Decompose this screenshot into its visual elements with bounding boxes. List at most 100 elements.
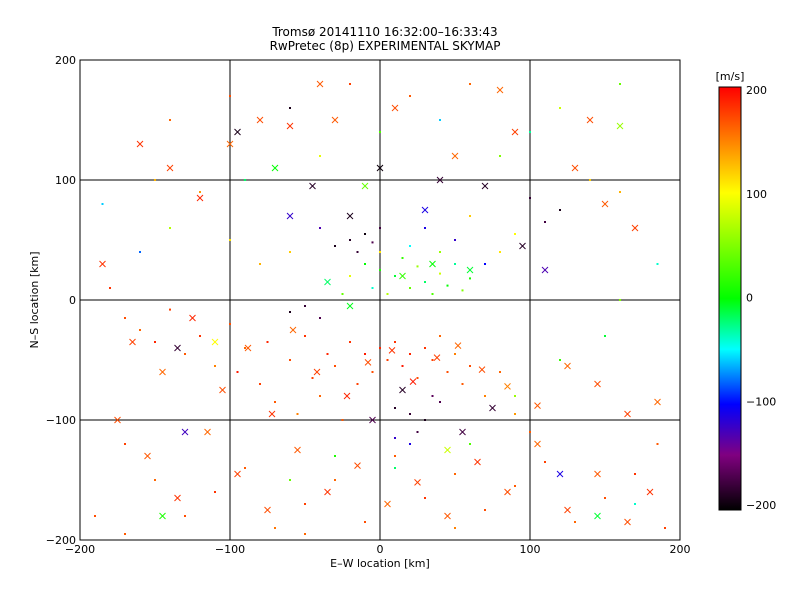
x-marker bbox=[481, 182, 489, 190]
colorbar-label: [m/s] bbox=[716, 70, 745, 83]
dot-marker bbox=[334, 455, 336, 457]
dot-marker bbox=[304, 533, 306, 535]
dot-marker bbox=[454, 473, 456, 475]
dot-marker bbox=[446, 371, 449, 373]
dot-marker bbox=[619, 191, 621, 193]
x-marker bbox=[136, 140, 144, 148]
x-marker bbox=[399, 272, 406, 280]
dot-marker bbox=[394, 407, 396, 409]
dot-marker bbox=[334, 245, 336, 247]
x-marker bbox=[511, 128, 519, 136]
dot-marker bbox=[469, 215, 471, 217]
chart-subtitle: RwPretec (8p) EXPERIMENTAL SKYMAP bbox=[270, 39, 501, 53]
dot-marker bbox=[514, 413, 516, 415]
dot-marker bbox=[289, 107, 291, 109]
x-marker bbox=[624, 518, 631, 526]
dot-marker bbox=[229, 95, 231, 97]
dot-marker bbox=[289, 479, 291, 481]
dot-marker bbox=[454, 353, 456, 355]
x-marker bbox=[496, 86, 504, 94]
x-marker bbox=[631, 224, 639, 232]
dot-marker bbox=[604, 497, 606, 499]
dot-marker bbox=[544, 461, 546, 463]
x-marker bbox=[571, 164, 579, 172]
dot-marker bbox=[296, 413, 299, 415]
x-marker bbox=[414, 479, 421, 486]
colorbar-tick-label: 0 bbox=[746, 292, 753, 305]
x-marker bbox=[313, 368, 321, 376]
dot-marker bbox=[439, 119, 441, 121]
dot-marker bbox=[514, 485, 516, 487]
x-marker bbox=[219, 386, 226, 394]
chart-title: Tromsø 20141110 16:32:00–16:33:43 bbox=[271, 25, 497, 39]
dot-marker bbox=[514, 233, 516, 235]
x-marker bbox=[166, 164, 174, 172]
plot-frame bbox=[79, 59, 681, 541]
dot-marker bbox=[634, 473, 636, 475]
x-marker bbox=[399, 386, 406, 394]
dot-marker bbox=[394, 437, 396, 439]
x-marker bbox=[159, 512, 166, 520]
dot-marker bbox=[409, 353, 411, 355]
x-marker bbox=[616, 122, 624, 130]
dot-marker bbox=[289, 251, 291, 253]
dot-marker bbox=[454, 239, 456, 241]
dot-marker bbox=[319, 155, 321, 157]
dot-marker bbox=[499, 371, 501, 373]
colorbar-ticks: 200 100 0 −100 −200 bbox=[746, 84, 776, 512]
dot-marker bbox=[499, 251, 501, 253]
x-marker bbox=[226, 140, 234, 148]
x-marker bbox=[99, 260, 106, 268]
dot-marker bbox=[349, 341, 351, 343]
dot-marker bbox=[409, 413, 411, 415]
dot-marker bbox=[424, 419, 426, 421]
x-marker bbox=[594, 470, 601, 478]
x-marker bbox=[331, 116, 339, 124]
dot-marker bbox=[394, 275, 396, 277]
x-marker bbox=[264, 506, 271, 514]
dot-marker bbox=[94, 515, 96, 517]
dot-marker bbox=[431, 293, 434, 295]
dot-marker bbox=[379, 269, 381, 271]
x-marker bbox=[244, 344, 252, 352]
x-marker bbox=[478, 366, 486, 373]
dot-marker bbox=[424, 227, 426, 229]
dot-marker bbox=[274, 527, 276, 529]
x-marker bbox=[211, 338, 219, 346]
x-marker bbox=[409, 378, 417, 385]
x-marker bbox=[294, 446, 301, 454]
x-marker bbox=[454, 342, 462, 349]
x-marker bbox=[586, 116, 594, 124]
dot-marker bbox=[154, 479, 156, 481]
x-marker bbox=[204, 428, 211, 436]
dot-marker bbox=[431, 359, 434, 361]
dot-marker bbox=[604, 335, 606, 337]
x-marker bbox=[564, 506, 571, 514]
x-marker bbox=[504, 383, 511, 390]
x-marker bbox=[436, 176, 444, 184]
dot-marker bbox=[304, 503, 306, 505]
colorbar-gradient bbox=[718, 86, 742, 511]
dot-marker bbox=[236, 371, 239, 373]
dot-marker bbox=[529, 197, 531, 199]
x-marker bbox=[421, 206, 429, 214]
dot-marker bbox=[319, 317, 321, 319]
colorbar: [m/s] 200 100 0 −100 −200 bbox=[716, 70, 777, 512]
y-tick-labels: −200 −100 0 100 200 bbox=[46, 54, 76, 547]
x-marker bbox=[534, 402, 541, 409]
dot-marker bbox=[461, 289, 464, 292]
dot-marker bbox=[199, 191, 201, 193]
dot-marker bbox=[184, 353, 186, 355]
x-marker bbox=[361, 182, 369, 190]
dot-marker bbox=[499, 155, 501, 157]
x-tick-label: −200 bbox=[65, 543, 95, 556]
x-marker bbox=[474, 458, 481, 466]
dot-marker bbox=[394, 467, 396, 469]
x-marker bbox=[369, 416, 376, 424]
x-marker bbox=[391, 104, 399, 112]
dot-marker bbox=[356, 251, 359, 253]
dot-marker bbox=[409, 287, 411, 289]
dot-marker bbox=[394, 341, 396, 343]
dot-marker bbox=[619, 83, 621, 85]
x-marker bbox=[601, 200, 609, 208]
